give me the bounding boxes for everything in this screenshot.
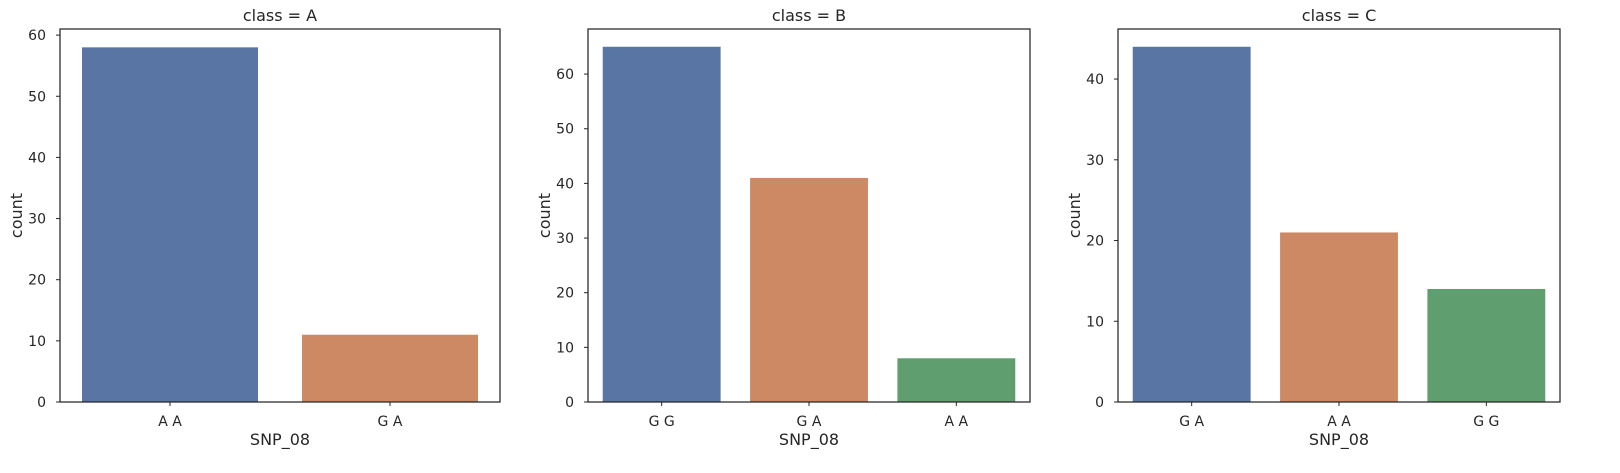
bar <box>1280 232 1398 402</box>
bar <box>82 47 258 403</box>
plot-frame <box>59 28 501 403</box>
x-tick-label: A A <box>1327 414 1351 430</box>
panel-2: 0 10 20 30 40 50 60 G G G A A A SNP_08 count class =… <box>535 6 1031 450</box>
y-tick-label: 40 <box>28 150 46 166</box>
bar <box>897 358 1016 402</box>
x-axis-label: SNP_08 <box>250 430 310 450</box>
y-tick-label: 10 <box>556 340 574 356</box>
x-tick-label: G A <box>378 414 403 430</box>
y-tick-label: 20 <box>28 273 46 289</box>
y-tick-label: 10 <box>1086 314 1104 330</box>
y-tick-label: 50 <box>556 122 574 138</box>
y-tick-label: 30 <box>28 212 46 228</box>
y-tick-label: 10 <box>28 334 46 350</box>
bar <box>1427 288 1546 402</box>
y-tick-label: 60 <box>28 28 46 44</box>
panel-title: class = C <box>1302 6 1376 25</box>
panel-3: 0 10 20 30 40 G A A A G G SNP_08 count class = C <box>1065 6 1561 450</box>
y-tick-label: 60 <box>556 67 574 83</box>
y-tick-label: 20 <box>1086 234 1104 250</box>
y-tick-label: 0 <box>565 395 574 411</box>
y-tick-label: 0 <box>37 395 46 411</box>
panel-1: 0 10 20 30 40 50 60 A A G A SNP_08 count class = A <box>7 6 501 450</box>
bar <box>302 334 478 402</box>
panel-title: class = A <box>243 6 317 25</box>
bar <box>750 177 868 402</box>
y-tick-label: 50 <box>28 89 46 105</box>
x-tick-label: G G <box>1473 414 1499 430</box>
x-tick-label: A A <box>158 414 182 430</box>
bar <box>602 46 721 402</box>
y-tick-label: 0 <box>1095 395 1104 411</box>
y-tick-label: 20 <box>556 286 574 302</box>
x-tick-label: G A <box>1179 414 1204 430</box>
y-axis-label: count <box>535 193 554 238</box>
panel-title: class = B <box>772 6 846 25</box>
x-tick-label: G A <box>797 414 822 430</box>
x-axis-label: SNP_08 <box>779 430 839 450</box>
y-axis-label: count <box>1065 193 1084 238</box>
y-tick-label: 30 <box>1086 153 1104 169</box>
y-tick-label: 30 <box>556 231 574 247</box>
bar <box>1132 46 1251 402</box>
x-tick-label: A A <box>945 414 969 430</box>
y-axis-label: count <box>7 193 26 238</box>
x-tick-label: G G <box>649 414 675 430</box>
x-axis-label: SNP_08 <box>1309 430 1369 450</box>
y-tick-label: 40 <box>1086 72 1104 88</box>
y-tick-label: 40 <box>556 176 574 192</box>
